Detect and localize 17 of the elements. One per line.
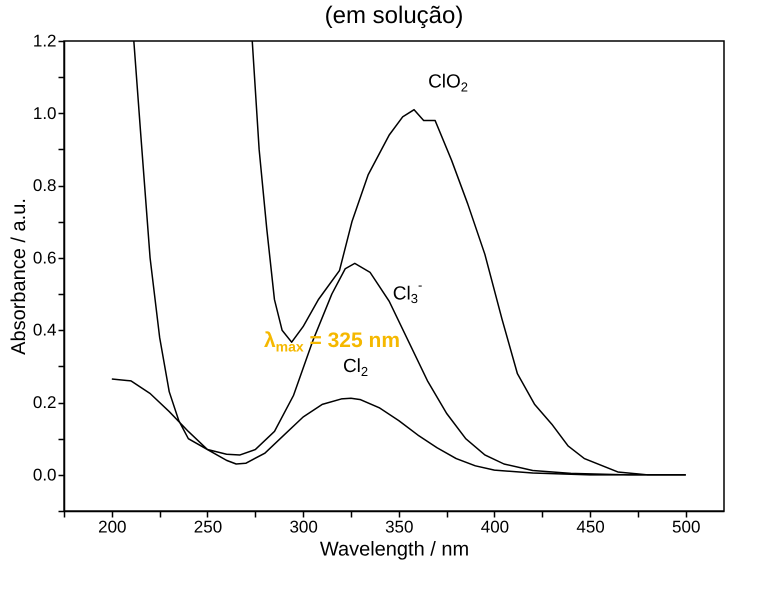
y-tick-label: 0.6 bbox=[32, 248, 56, 268]
y-tick-label: 1.2 bbox=[32, 32, 56, 50]
x-tick-label: 400 bbox=[480, 518, 510, 536]
x-tick-label: 450 bbox=[576, 518, 605, 536]
y-tick-label: 1.0 bbox=[32, 104, 56, 123]
x-tick-label: 250 bbox=[194, 518, 222, 536]
y-tick-label: 0.2 bbox=[32, 393, 56, 412]
y-axis-title: Absorbance / a.u. bbox=[8, 198, 30, 355]
x-tick-label: 350 bbox=[385, 518, 414, 536]
x-axis-title: Wavelength / nm bbox=[320, 538, 470, 560]
x-tick-label: 200 bbox=[98, 518, 127, 536]
y-tick-label: 0.4 bbox=[32, 320, 56, 340]
x-tick-label: 500 bbox=[672, 518, 700, 536]
x-tick-label: 300 bbox=[289, 518, 318, 536]
y-tick-label: 0.8 bbox=[32, 176, 56, 196]
chart-title: (em solução) bbox=[324, 2, 464, 29]
y-tick-label: 0.0 bbox=[32, 465, 56, 484]
